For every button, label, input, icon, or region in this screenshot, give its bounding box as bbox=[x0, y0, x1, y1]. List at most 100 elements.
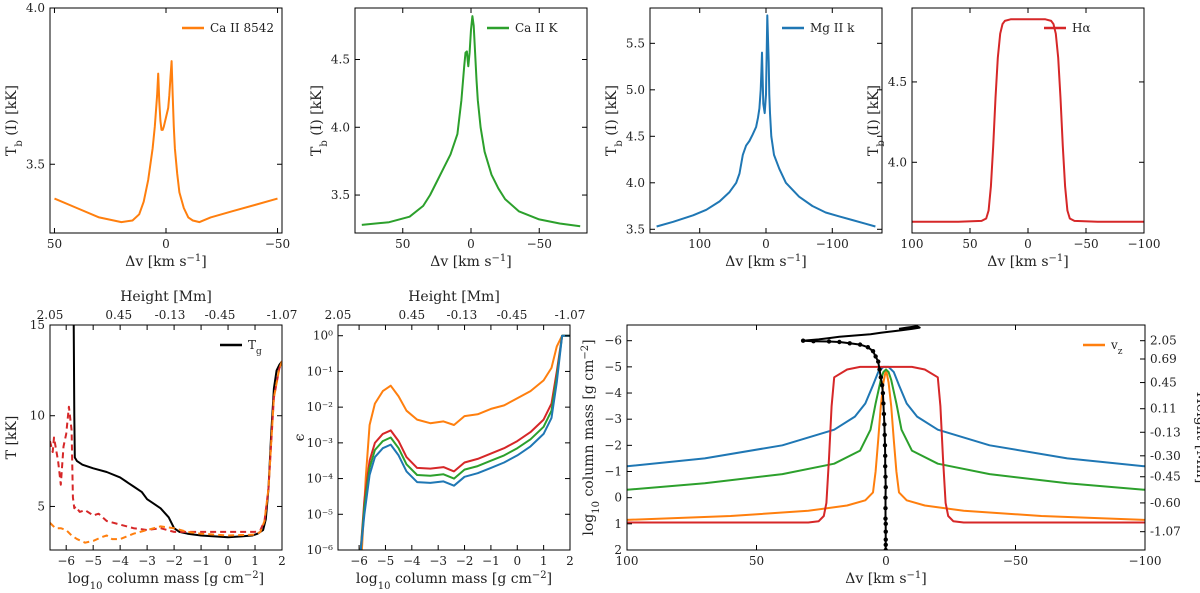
y-tick-label: 3.5 bbox=[26, 157, 45, 171]
vz-point bbox=[876, 359, 881, 364]
x-tick-label: −1 bbox=[482, 554, 500, 568]
x-tick-label: −50 bbox=[527, 237, 552, 251]
y-tick-label: 10⁻² bbox=[307, 400, 334, 414]
x-tick-label: −2 bbox=[165, 554, 183, 568]
right-tick-label: -1.07 bbox=[1150, 525, 1181, 539]
x-tick-label: −4 bbox=[111, 554, 129, 568]
x-tick-label: 50 bbox=[962, 237, 977, 251]
y-tick-label: 4.0 bbox=[26, 1, 45, 15]
vz-point bbox=[883, 485, 888, 490]
y-tick-label: 10⁻⁵ bbox=[307, 507, 334, 521]
legend-label: Tg bbox=[248, 338, 262, 357]
x-tick-label: −100 bbox=[1128, 237, 1161, 251]
vz-point bbox=[857, 342, 863, 347]
x-tick-label: 0 bbox=[224, 554, 232, 568]
x-axis-label-part: −1 bbox=[492, 253, 507, 264]
legend-subscript: z bbox=[1118, 347, 1123, 357]
y-tick-label: 2 bbox=[614, 543, 622, 557]
x-axis-label-part: 10 bbox=[378, 581, 391, 592]
x-tick-label: −4 bbox=[403, 554, 421, 568]
x-axis-label-part: Δv [km s bbox=[430, 254, 491, 270]
legend-text: v bbox=[1110, 338, 1118, 352]
y-tick-label: 3.5 bbox=[626, 222, 645, 236]
x-tick-label: 0 bbox=[1024, 237, 1032, 251]
vz-point bbox=[882, 432, 887, 438]
vz-point bbox=[882, 422, 887, 427]
y-tick-label: 1 bbox=[614, 517, 622, 531]
legend-label: Hα bbox=[1072, 21, 1091, 35]
x-axis-label-part: −2 bbox=[244, 570, 259, 581]
y-axis-label-part: ] bbox=[581, 339, 597, 344]
y-tick-label: −6 bbox=[604, 334, 622, 348]
vz-point bbox=[883, 537, 888, 542]
legend-text: Ca II 8542 bbox=[210, 21, 274, 35]
y-tick-label: 3.5 bbox=[331, 188, 350, 202]
x-tick-label: 1 bbox=[540, 554, 548, 568]
y-tick-label: −4 bbox=[604, 386, 622, 400]
x-axis-label: Δv [km s−1] bbox=[125, 253, 207, 271]
x-axis-label-part: −2 bbox=[532, 570, 547, 581]
y-tick-label: 15 bbox=[30, 318, 45, 332]
y-axis-label-part: (I) [kK] bbox=[309, 85, 325, 140]
y-axis-label: Tb (I) [kK] bbox=[604, 85, 625, 156]
series-h- bbox=[359, 334, 570, 550]
series-t-rad-red bbox=[50, 360, 282, 533]
y-tick-label: 10⁻⁶ bbox=[307, 543, 334, 557]
x-axis-label-part: ] bbox=[801, 254, 806, 270]
y-axis-label-part: b bbox=[14, 140, 25, 146]
x-tick-label: 0 bbox=[762, 237, 770, 251]
x-axis-label-part: ] bbox=[259, 571, 264, 587]
y-tick-label: 4.0 bbox=[888, 155, 907, 169]
y-axis-label-part: −2 bbox=[580, 345, 591, 360]
axes-frame bbox=[49, 324, 283, 551]
vz-point bbox=[880, 390, 886, 396]
y-axis-label-part: b bbox=[319, 140, 330, 146]
right-tick-label: 0.69 bbox=[1150, 352, 1177, 366]
axes-frame bbox=[337, 324, 571, 551]
x-tick-label: 2 bbox=[278, 554, 286, 568]
x-tick-label: −5 bbox=[84, 554, 102, 568]
legend-label: Mg II k bbox=[810, 21, 855, 35]
chart-formation: 100 50 0 −50 −100 −6 −5 −4 −3 −2 −1 0 1 2 2.05 0.69 0.45… bbox=[580, 324, 1200, 587]
x-axis-label-part: Δv [km s bbox=[725, 254, 786, 270]
top-tick-label: -1.07 bbox=[555, 308, 586, 322]
top-tick-label: 0.45 bbox=[105, 308, 132, 322]
y-axis-label-part: T bbox=[604, 146, 620, 156]
y-axis-label-part: T bbox=[866, 146, 882, 156]
x-tick-label: −50 bbox=[1073, 237, 1098, 251]
y-tick-label: 10⁻³ bbox=[307, 436, 334, 450]
y-tick-label: 10⁻¹ bbox=[307, 364, 333, 378]
x-tick-label: 100 bbox=[901, 237, 924, 251]
y-axis-label-part: T bbox=[4, 146, 20, 156]
y-tick-label: 10 bbox=[30, 409, 45, 423]
vz-point bbox=[883, 474, 888, 479]
series-v-z-loop bbox=[803, 325, 921, 342]
chart-epsilon: −6 −5 −4 −3 −2 −1 0 1 2 10⁰ 10⁻¹ 10⁻² 10⁻³ 10⁻⁴ 10⁻⁵ 10… bbox=[292, 289, 585, 592]
x-tick-label: −6 bbox=[350, 554, 368, 568]
chart-cak: 50 0 −50 3.5 4.0 4.5 Δv [km s−1] Tb (I) [kK] Ca … bbox=[309, 7, 588, 270]
x-axis-label-part: ] bbox=[547, 571, 552, 587]
vz-point bbox=[883, 529, 888, 534]
top-tick-label: 2.05 bbox=[325, 308, 352, 322]
x-axis-label-part: ] bbox=[201, 254, 206, 270]
right-tick-label: 2.05 bbox=[1150, 334, 1177, 348]
series-ca-ii-k bbox=[359, 334, 570, 550]
y-tick-label: 4.5 bbox=[331, 53, 350, 67]
chart-temperature: −6 −5 −4 −3 −2 −1 0 1 2 5 10 152.05 0.45 -0.13 -0.45 -1… bbox=[4, 289, 297, 592]
x-tick-label: 0 bbox=[513, 554, 521, 568]
vz-point bbox=[881, 401, 886, 406]
vz-point bbox=[877, 367, 882, 372]
vz-point bbox=[881, 411, 887, 417]
x-tick-label: −3 bbox=[138, 554, 156, 568]
x-tick-label: −5 bbox=[377, 554, 395, 568]
y-tick-label: 4.0 bbox=[331, 120, 350, 134]
y-axis-label-part: log bbox=[581, 514, 597, 536]
legend-subscript: g bbox=[256, 347, 262, 357]
x-tick-label: 1 bbox=[251, 554, 259, 568]
vz-point bbox=[873, 354, 878, 359]
legend-label: vz bbox=[1110, 338, 1123, 357]
y-axis-label-part: b bbox=[876, 140, 887, 146]
top-axis-label: Height [Mm] bbox=[408, 289, 500, 305]
y-tick-label: 4.5 bbox=[626, 129, 645, 143]
y-tick-label: 5.0 bbox=[626, 83, 645, 97]
